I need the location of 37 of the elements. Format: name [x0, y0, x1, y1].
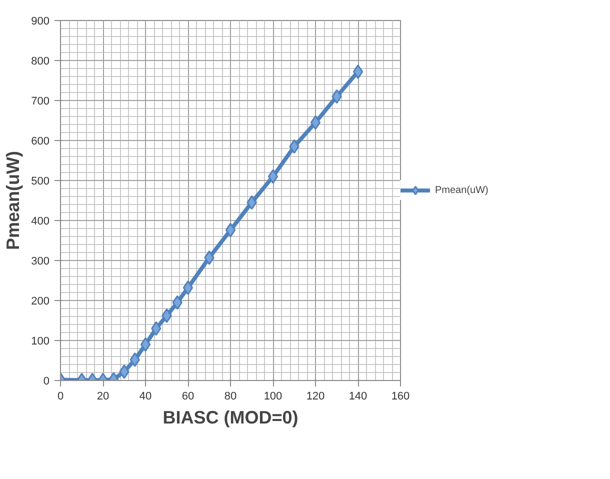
y-tick-label: 100	[31, 336, 50, 348]
y-tick-label: 400	[31, 216, 50, 228]
point	[182, 280, 194, 295]
legend-label: Pmean(uW)	[435, 184, 488, 196]
x-tick-label: 80	[224, 390, 237, 402]
x-tick-label: 160	[391, 390, 410, 402]
point	[162, 308, 172, 323]
y-tick-label: 600	[31, 136, 50, 148]
y-axis-title: Pmean(uW)	[3, 150, 24, 250]
x-tick-label: 0	[57, 390, 64, 402]
x-tick-label: 60	[182, 390, 194, 402]
point	[289, 139, 300, 154]
point	[119, 364, 130, 379]
y-tick-label: 900	[31, 16, 50, 28]
point	[140, 337, 151, 352]
point	[268, 169, 278, 184]
y-tick-label: 200	[31, 296, 50, 308]
point	[352, 64, 364, 79]
point	[310, 115, 321, 130]
y-tick-label: 500	[31, 176, 50, 188]
x-tick-label: 140	[348, 390, 368, 402]
y-tick-label: 300	[31, 256, 50, 268]
x-tick-label: 100	[264, 390, 282, 402]
point	[130, 352, 140, 367]
y-tick-label: 700	[31, 96, 50, 108]
point	[151, 321, 162, 336]
point	[225, 222, 236, 238]
y-tick-label: 0	[43, 376, 50, 388]
x-tick-label: 40	[139, 390, 152, 402]
point	[246, 195, 257, 210]
point	[332, 89, 342, 104]
point	[204, 250, 214, 265]
x-tick-label: 20	[96, 390, 110, 402]
x-axis-title: BIASC (MOD=0)	[162, 408, 298, 428]
point	[172, 295, 182, 310]
x-tick-label: 120	[306, 390, 325, 402]
y-tick-label: 800	[31, 56, 50, 68]
